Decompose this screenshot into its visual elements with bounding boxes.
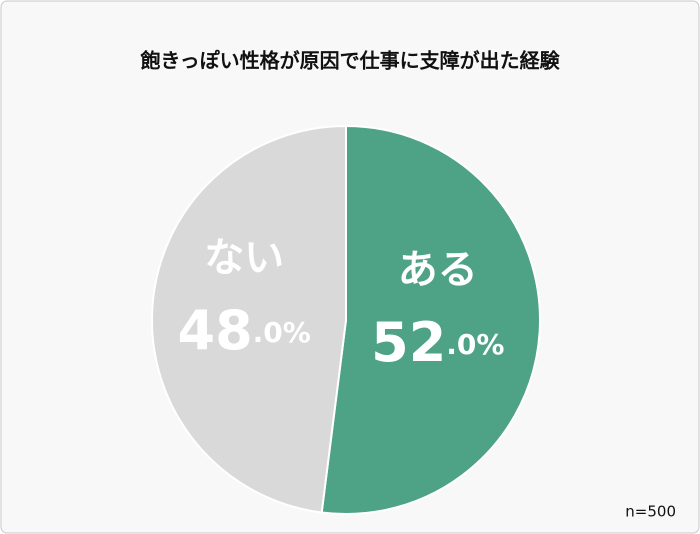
slice-label: ない [204, 235, 284, 281]
slice-label: ある [398, 247, 478, 293]
chart-title: 飽きっぽい性格が原因で仕事に支障が出た経験 [140, 49, 560, 73]
value-label: 52.0% [371, 311, 504, 374]
pie-slice [320, 124, 541, 515]
value-label: 48.0% [178, 299, 311, 362]
sample-note: n=500 [625, 503, 676, 521]
pie-slice [151, 124, 347, 514]
